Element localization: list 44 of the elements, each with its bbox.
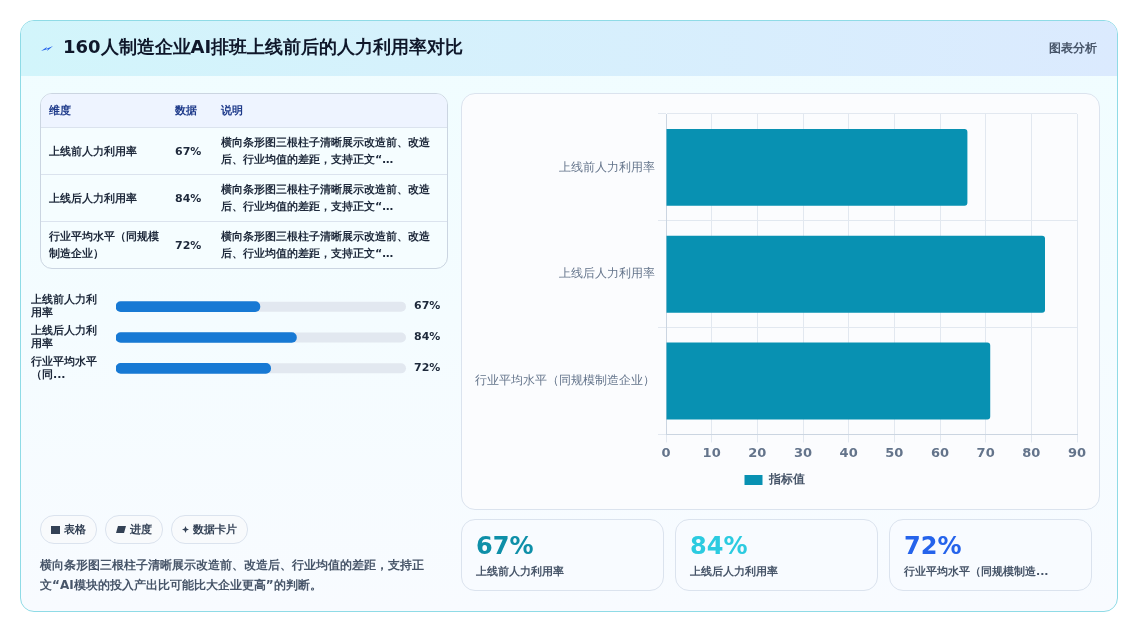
x-tick-label: 70 [976,444,995,460]
x-tick-label: 0 [661,444,671,460]
x-tick-label: 20 [748,444,767,460]
y-tick-label: 上线前人力利用率 [30,292,97,320]
text: 说明 [213,94,447,128]
legend-label: 指标值 [767,472,805,487]
text: 84% [690,532,748,560]
text: 数据卡片 [193,522,237,537]
bar [666,235,1046,313]
text: 160人制造企业AI排班上线前后的人力利用率对比 [63,35,464,59]
category-label: 行业平均水平（同规模制造... [904,564,1050,579]
bar [666,128,968,206]
data-label: 72% [414,361,441,375]
bar [666,342,991,420]
text: 横向条形图三根柱子清晰展示改造前、改造后、行业均值的差距，支持正文“AI模块的投入产出比可能比大企业更高”的判断。 [40,557,425,594]
x-tick-label: 30 [793,444,813,460]
text: 72% [175,238,202,252]
x-tick-label: 10 [702,444,721,460]
y-tick-label: 上线后人力利用率 [559,266,655,281]
y-tick-label: 行业平均水平（同规模制造企业） [475,373,655,388]
y-tick-label: 上线后人力利用率 [30,323,97,350]
data-label: 84% [414,330,441,344]
text: 横向条形图三根柱子清晰展示改造前、改造后、行业均值的差距，支持正文“… [221,182,431,215]
category-label: 上线后人力利用率 [690,564,779,579]
x-tick-label: 90 [1067,444,1087,460]
x-tick-label: 60 [930,444,950,460]
text: 67% [175,144,202,158]
category-label: 上线前人力利用率 [476,564,565,579]
text: 横向条形图三根柱子清晰展示改造前、改造后、行业均值的差距，支持正文“… [221,229,431,262]
text: 数据 [167,94,213,128]
text: 维度 [41,94,167,128]
y-tick-label: 上线前人力利用率 [559,159,655,174]
text: 表格 [64,522,86,537]
text: 72% [904,532,962,560]
text: 进度 [130,522,152,537]
y-tick-label: 行业平均水平（同... [30,354,97,381]
x-tick-label: 80 [1022,444,1041,460]
data-label: 67% [414,299,441,313]
text: 图表分析 [1049,40,1097,57]
text: 横向条形图三根柱子清晰展示改造前、改造后、行业均值的差距，支持正文“… [221,135,431,168]
x-tick-label: 50 [885,444,904,460]
text: 84% [175,191,202,205]
text: 67% [476,532,534,560]
x-tick-label: 40 [839,444,858,460]
